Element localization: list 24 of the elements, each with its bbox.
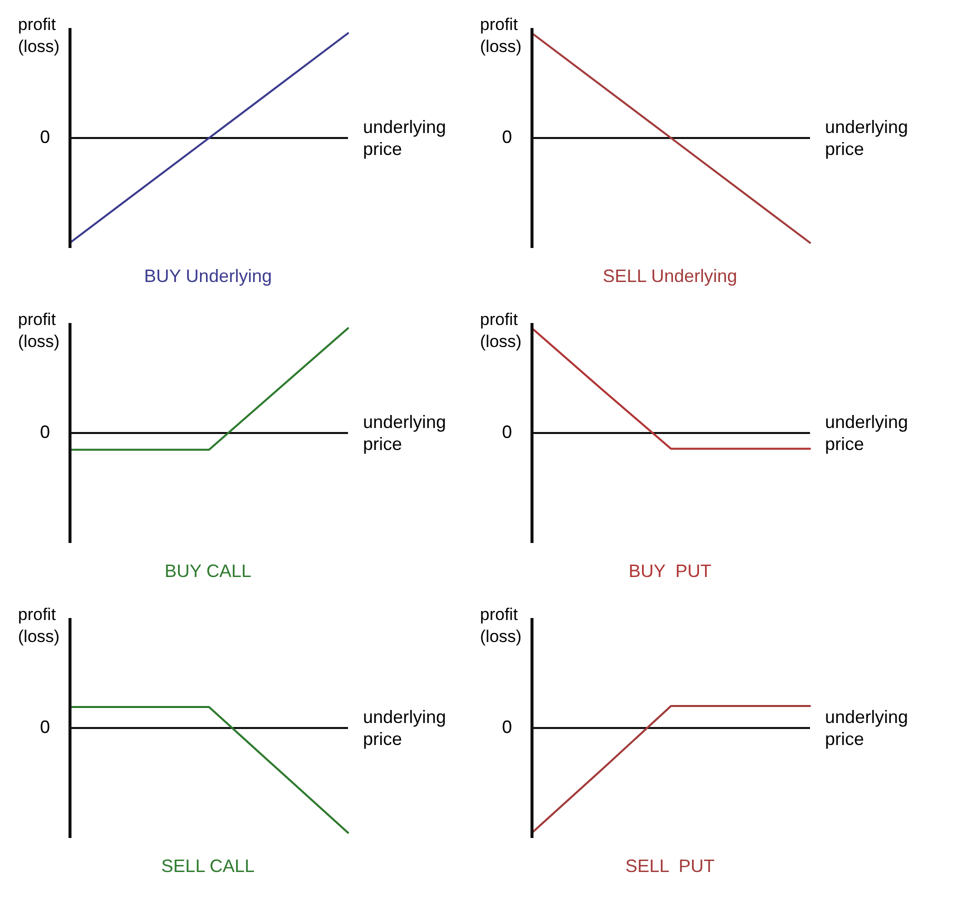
text: BUY PUT — [628, 561, 712, 582]
x-axis-title: underlying price — [363, 411, 448, 455]
y-axis-title: profit (loss) — [18, 309, 61, 353]
y-axis-title: profit (loss) — [18, 604, 61, 648]
ref-line-label: 0 — [502, 127, 512, 148]
text: SELL CALL — [160, 856, 256, 877]
y-axis-title: profit (loss) — [18, 14, 61, 58]
x-axis-title: underlying price — [363, 116, 448, 160]
x-axis-title: underlying price — [825, 706, 910, 750]
ref-line-label: 0 — [40, 717, 50, 738]
y-axis-title: profit (loss) — [480, 309, 523, 353]
x-axis-title: underlying price — [825, 411, 910, 455]
ref-line-label: 0 — [502, 422, 512, 443]
ref-line-label: 0 — [40, 127, 50, 148]
text: SELL Underlying — [602, 266, 738, 287]
y-axis-title: profit (loss) — [480, 604, 523, 648]
ref-line-label: 0 — [40, 422, 50, 443]
x-axis-title: underlying price — [363, 706, 448, 750]
ref-line-label: 0 — [502, 717, 512, 738]
text: SELL PUT — [624, 856, 716, 877]
text: BUY Underlying — [143, 266, 273, 287]
text: BUY CALL — [164, 561, 252, 582]
x-axis-title: underlying price — [825, 116, 910, 160]
y-axis-title: profit (loss) — [480, 14, 523, 58]
